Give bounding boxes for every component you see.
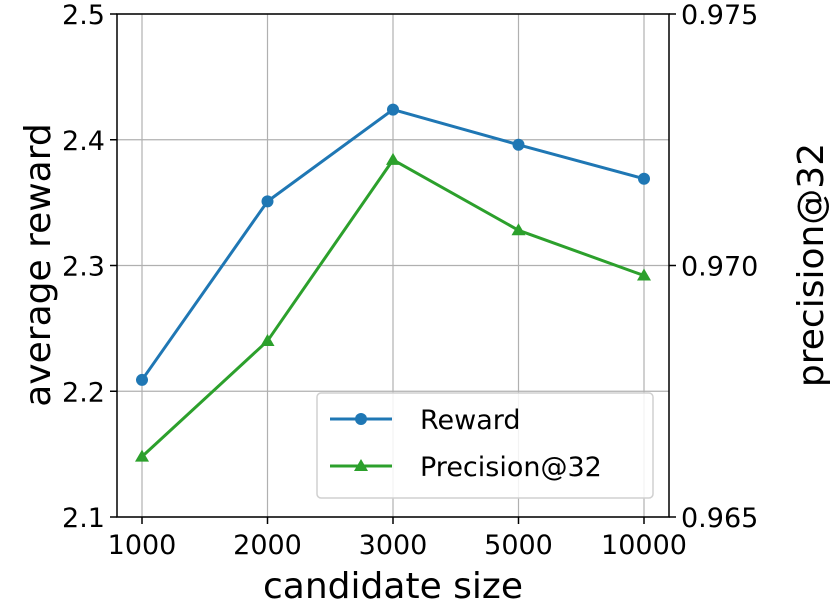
data-point-reward — [387, 103, 399, 116]
data-point-precision-32 — [135, 449, 149, 462]
data-point-reward — [512, 138, 525, 151]
y-left-tick-label: 2.4 — [62, 126, 105, 157]
data-point-precision-32 — [386, 152, 400, 165]
x-tick-label: 2000 — [233, 530, 302, 561]
tick-layer: 1000 2000 3000 5000 10000 2.1 2.2 2.3 2.4 2.5 0.96… — [62, 0, 758, 561]
y-axis-title-right: precision@32 — [791, 143, 830, 387]
legend-reward-label: Reward — [420, 405, 521, 436]
data-point-precision-32 — [511, 223, 526, 236]
y-right-tick-label: 0.975 — [681, 0, 758, 31]
x-tick-label: 5000 — [484, 530, 553, 561]
x-axis-title: candidate size — [263, 566, 523, 604]
data-point-reward — [136, 373, 148, 386]
series-layer — [135, 103, 651, 462]
legend-precision-marker — [354, 459, 368, 471]
legend-precision-label: Precision@32 — [420, 452, 602, 483]
x-tick-label: 1000 — [108, 530, 177, 561]
y-right-tick-label: 0.970 — [681, 252, 758, 283]
legend-box — [316, 392, 654, 499]
x-tick-label: 10000 — [601, 530, 687, 561]
y-right-tick-label: 0.965 — [681, 503, 758, 534]
data-point-reward — [261, 195, 274, 208]
y-left-tick-label: 2.3 — [62, 252, 105, 283]
legend: Reward Precision@32 — [316, 392, 654, 499]
data-point-precision-32 — [637, 268, 651, 281]
data-point-reward — [638, 172, 650, 185]
y-left-tick-label: 2.5 — [62, 0, 105, 31]
data-point-precision-32 — [260, 333, 275, 346]
y-axis-title-left: average reward — [18, 123, 59, 407]
y-left-tick-label: 2.2 — [62, 377, 105, 408]
x-tick-label: 3000 — [359, 530, 428, 561]
y-left-tick-label: 2.1 — [62, 503, 105, 534]
legend-reward-marker — [355, 413, 367, 425]
